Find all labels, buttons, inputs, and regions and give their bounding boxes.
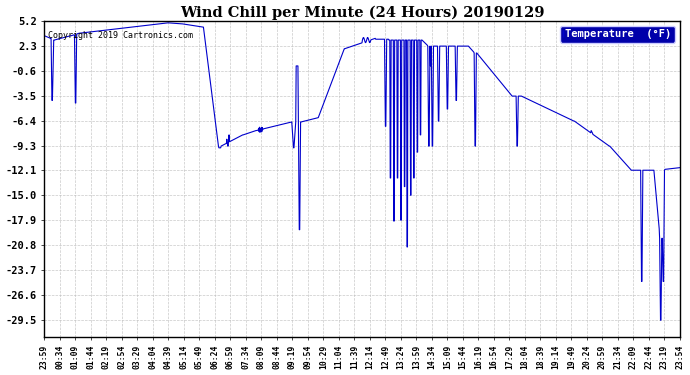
Title: Wind Chill per Minute (24 Hours) 20190129: Wind Chill per Minute (24 Hours) 2019012… (180, 6, 544, 20)
Legend: Temperature  (°F): Temperature (°F) (560, 26, 675, 43)
Text: Copyright 2019 Cartronics.com: Copyright 2019 Cartronics.com (48, 31, 193, 40)
